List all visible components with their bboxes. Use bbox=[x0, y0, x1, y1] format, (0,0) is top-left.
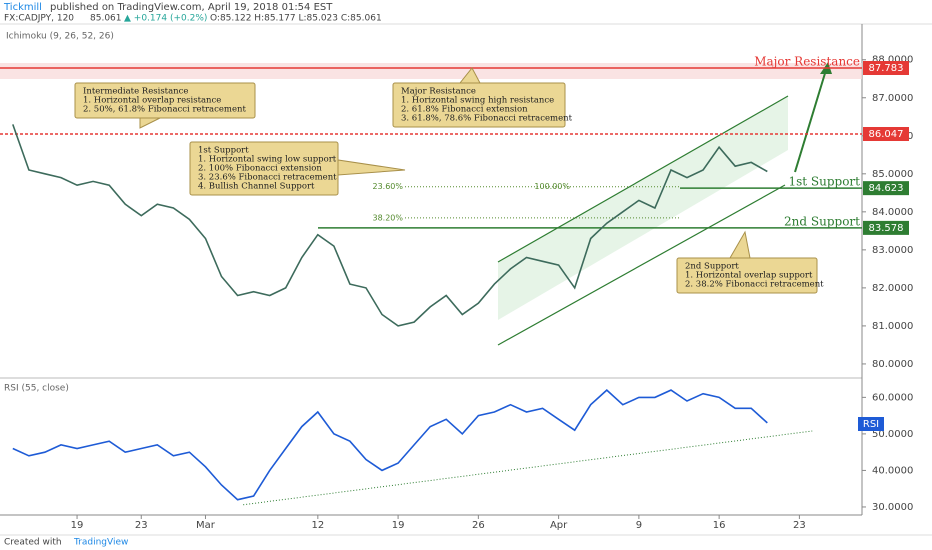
callout-box bbox=[392, 82, 566, 128]
x-tick-label: 23 bbox=[135, 520, 148, 531]
fib-label: 38.20% bbox=[372, 213, 403, 222]
callout-box bbox=[74, 82, 256, 119]
level-tag bbox=[863, 181, 909, 196]
callout-line: 1. Horizontal swing low support bbox=[198, 155, 337, 165]
y-tick-label: 83.0000 bbox=[872, 245, 913, 256]
x-tick-label: 12 bbox=[311, 520, 324, 531]
footer-created: Created with bbox=[4, 538, 62, 548]
y-tick-label: 88.0000 bbox=[872, 55, 913, 66]
level-name: 2nd Support bbox=[784, 214, 860, 228]
callout-line: 1. Horizontal overlap support bbox=[685, 271, 813, 281]
level-tag bbox=[863, 127, 909, 142]
y-tick-label: 87.0000 bbox=[872, 93, 913, 104]
published: published on TradingView.com, April 19, … bbox=[50, 2, 333, 13]
fib-label: 100.00% bbox=[534, 182, 570, 191]
author: Tickmill bbox=[3, 2, 42, 13]
callout-line: 2. 50%, 61.8% Fibonacci retracement bbox=[83, 105, 246, 115]
rsi-label: RSI (55, close) bbox=[4, 384, 69, 394]
y-tick-label: 60.0000 bbox=[872, 392, 913, 403]
channel-lower bbox=[497, 184, 786, 346]
callout-line: 2. 100% Fibonacci extension bbox=[198, 164, 322, 174]
x-tick-label: 19 bbox=[71, 520, 84, 531]
callout-box bbox=[189, 141, 339, 196]
callout-title: Intermediate Resistance bbox=[83, 87, 188, 97]
callout-line: 4. Bullish Channel Support bbox=[198, 182, 315, 192]
series-line bbox=[12, 389, 768, 501]
y-tick-label: 80.0000 bbox=[872, 359, 913, 370]
callout-line: 2. 38.2% Fibonacci retracement bbox=[685, 280, 824, 290]
rsi-tag-label: RSI bbox=[863, 419, 879, 430]
change: ▲ +0.174 (+0.2%) bbox=[124, 14, 207, 24]
level-tag bbox=[863, 60, 909, 75]
callout-box bbox=[676, 257, 818, 294]
x-tick-label: Mar bbox=[196, 520, 216, 531]
rsi-tag bbox=[858, 417, 884, 431]
series-line bbox=[12, 124, 768, 327]
callout-title: 2nd Support bbox=[685, 262, 739, 272]
channel-upper bbox=[497, 95, 789, 263]
level-value: 84.623 bbox=[869, 183, 904, 194]
indicator-label: Ichimoku (9, 26, 52, 26) bbox=[6, 32, 114, 42]
y-tick-label: 84.0000 bbox=[872, 207, 913, 218]
x-tick-label: 23 bbox=[793, 520, 806, 531]
footer-brand: TradingView bbox=[73, 538, 128, 548]
x-tick-label: 19 bbox=[392, 520, 405, 531]
callout-title: Major Resistance bbox=[401, 87, 476, 97]
y-tick-label: 50.0000 bbox=[872, 429, 913, 440]
callout-title: 1st Support bbox=[198, 146, 249, 156]
callout-line: 2. 61.8% Fibonacci extension bbox=[401, 105, 528, 115]
target-arrow bbox=[794, 69, 827, 173]
level-name: Major Resistance bbox=[754, 54, 860, 68]
x-tick-label: Apr bbox=[550, 520, 568, 531]
callout-line: 1. Horizontal overlap resistance bbox=[83, 96, 221, 106]
symbol: FX:CADJPY, 120 bbox=[4, 14, 74, 24]
x-tick-label: 26 bbox=[472, 520, 485, 531]
level-value: 83.578 bbox=[869, 223, 904, 234]
y-tick-label: 85.0000 bbox=[872, 169, 913, 180]
callout-line: 3. 23.6% Fibonacci retracement bbox=[198, 173, 337, 183]
level-value: 86.047 bbox=[869, 129, 904, 140]
y-tick-label: 30.0000 bbox=[872, 502, 913, 513]
resistance-zone bbox=[0, 63, 862, 79]
x-tick-label: 9 bbox=[636, 520, 642, 531]
last-price: 85.061 bbox=[90, 14, 122, 24]
callout-line: 3. 61.8%, 78.6% Fibonacci retracement bbox=[401, 114, 573, 124]
y-tick-label: 82.0000 bbox=[872, 283, 913, 294]
y-tick-label: 40.0000 bbox=[872, 465, 913, 476]
fib-label: 23.60% bbox=[372, 182, 403, 191]
y-tick-label: 81.0000 bbox=[872, 321, 913, 332]
level-value: 87.783 bbox=[869, 63, 904, 74]
ohlc: O:85.122 H:85.177 L:85.023 C:85.061 bbox=[210, 14, 382, 24]
callout-line: 1. Horizontal swing high resistance bbox=[401, 96, 554, 106]
x-tick-label: 16 bbox=[713, 520, 726, 531]
level-name: 1st Support bbox=[788, 175, 860, 189]
level-tag bbox=[863, 220, 909, 235]
